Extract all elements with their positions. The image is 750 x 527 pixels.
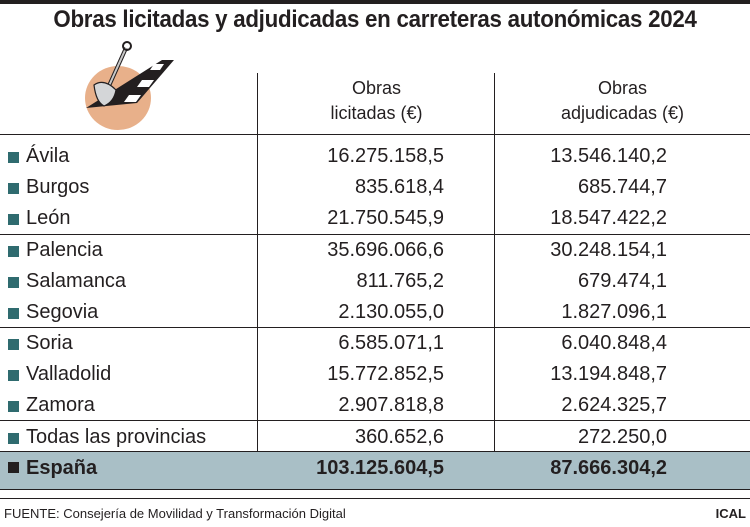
top-rule [0,0,750,4]
value-licitadas: 103.125.604,5 [316,457,444,479]
table-row: Segovia 2.130.055,0 1.827.096,1 [0,297,750,328]
bullet-icon [8,433,19,444]
bullet-icon [8,152,19,163]
total-rule [0,451,750,452]
column-header-licitadas: Obras licitadas (€) [258,76,495,126]
value-licitadas: 2.130.055,0 [338,301,444,323]
footer-rule [0,498,750,499]
bottom-rule [0,489,750,490]
column-header-line: Obras [597,78,648,98]
table-row: León 21.750.545,9 18.547.422,2 [0,203,750,234]
value-licitadas: 21.750.545,9 [327,207,444,229]
value-licitadas: 35.696.066,6 [327,239,444,261]
group-rule [0,420,750,421]
value-licitadas: 2.907.818,8 [338,394,444,416]
value-licitadas: 16.275.158,5 [327,145,444,167]
group-rule [0,327,750,328]
value-adjudicadas: 13.194.848,7 [550,363,667,385]
value-licitadas: 6.585.071,1 [338,332,444,354]
value-licitadas: 15.772.852,5 [327,363,444,385]
bullet-icon [8,401,19,412]
value-adjudicadas: 6.040.848,4 [561,332,667,354]
bullet-icon [8,339,19,350]
bullet-icon [8,214,19,225]
row-label: Palencia [26,239,103,261]
bullet-icon [8,308,19,319]
table-row: Ávila 16.275.158,5 13.546.140,2 [0,141,750,172]
bullet-icon [8,277,19,288]
table-row: Palencia 35.696.066,6 30.248.154,1 [0,235,750,266]
column-header-line: Obras [351,78,402,98]
column-header-adjudicadas: Obras adjudicadas (€) [495,76,750,126]
value-licitadas: 811.765,2 [356,270,445,292]
road-construction-shovel-icon [82,40,202,130]
column-header-line: adjudicadas (€) [560,103,685,123]
credit-label: ICAL [715,506,746,521]
row-label: Soria [26,332,73,354]
table-row: Salamanca 811.765,2 679.474,1 [0,266,750,297]
total-row: España 103.125.604,5 87.666.304,2 [0,452,750,489]
row-label: Zamora [26,394,95,416]
value-adjudicadas: 18.547.422,2 [550,207,667,229]
value-adjudicadas: 2.624.325,7 [561,394,667,416]
source-note: FUENTE: Consejería de Movilidad y Transf… [4,506,346,521]
row-label: Segovia [26,301,99,323]
table-row: Todas las provincias 360.652,6 272.250,0 [0,422,750,453]
row-label: Todas las provincias [26,426,207,448]
value-adjudicadas: 685.744,7 [578,176,667,198]
row-label: Burgos [26,176,90,198]
value-licitadas: 835.618,4 [355,176,444,198]
bullet-icon [8,183,19,194]
page-title: Obras licitadas y adjudicadas en carrete… [53,6,697,33]
header-rule [0,134,750,135]
column-divider [494,73,495,489]
value-adjudicadas: 272.250,0 [578,426,667,448]
value-adjudicadas: 1.827.096,1 [561,301,667,323]
row-label: Valladolid [26,363,112,385]
bullet-icon [8,246,19,257]
value-adjudicadas: 30.248.154,1 [550,239,667,261]
row-label: León [26,207,71,229]
table-row: Valladolid 15.772.852,5 13.194.848,7 [0,359,750,390]
row-label: Ávila [26,145,70,167]
group-rule [0,234,750,235]
bullet-icon [8,370,19,381]
row-label: España [26,457,98,479]
bullet-icon [8,462,19,473]
value-adjudicadas: 679.474,1 [578,270,667,292]
value-licitadas: 360.652,6 [355,426,444,448]
table-row: Soria 6.585.071,1 6.040.848,4 [0,328,750,359]
column-header-line: licitadas (€) [330,103,423,123]
value-adjudicadas: 87.666.304,2 [550,457,667,479]
value-adjudicadas: 13.546.140,2 [550,145,667,167]
table-row: Burgos 835.618,4 685.744,7 [0,172,750,203]
table-row: Zamora 2.907.818,8 2.624.325,7 [0,390,750,421]
row-label: Salamanca [26,270,127,292]
column-divider [257,73,258,489]
